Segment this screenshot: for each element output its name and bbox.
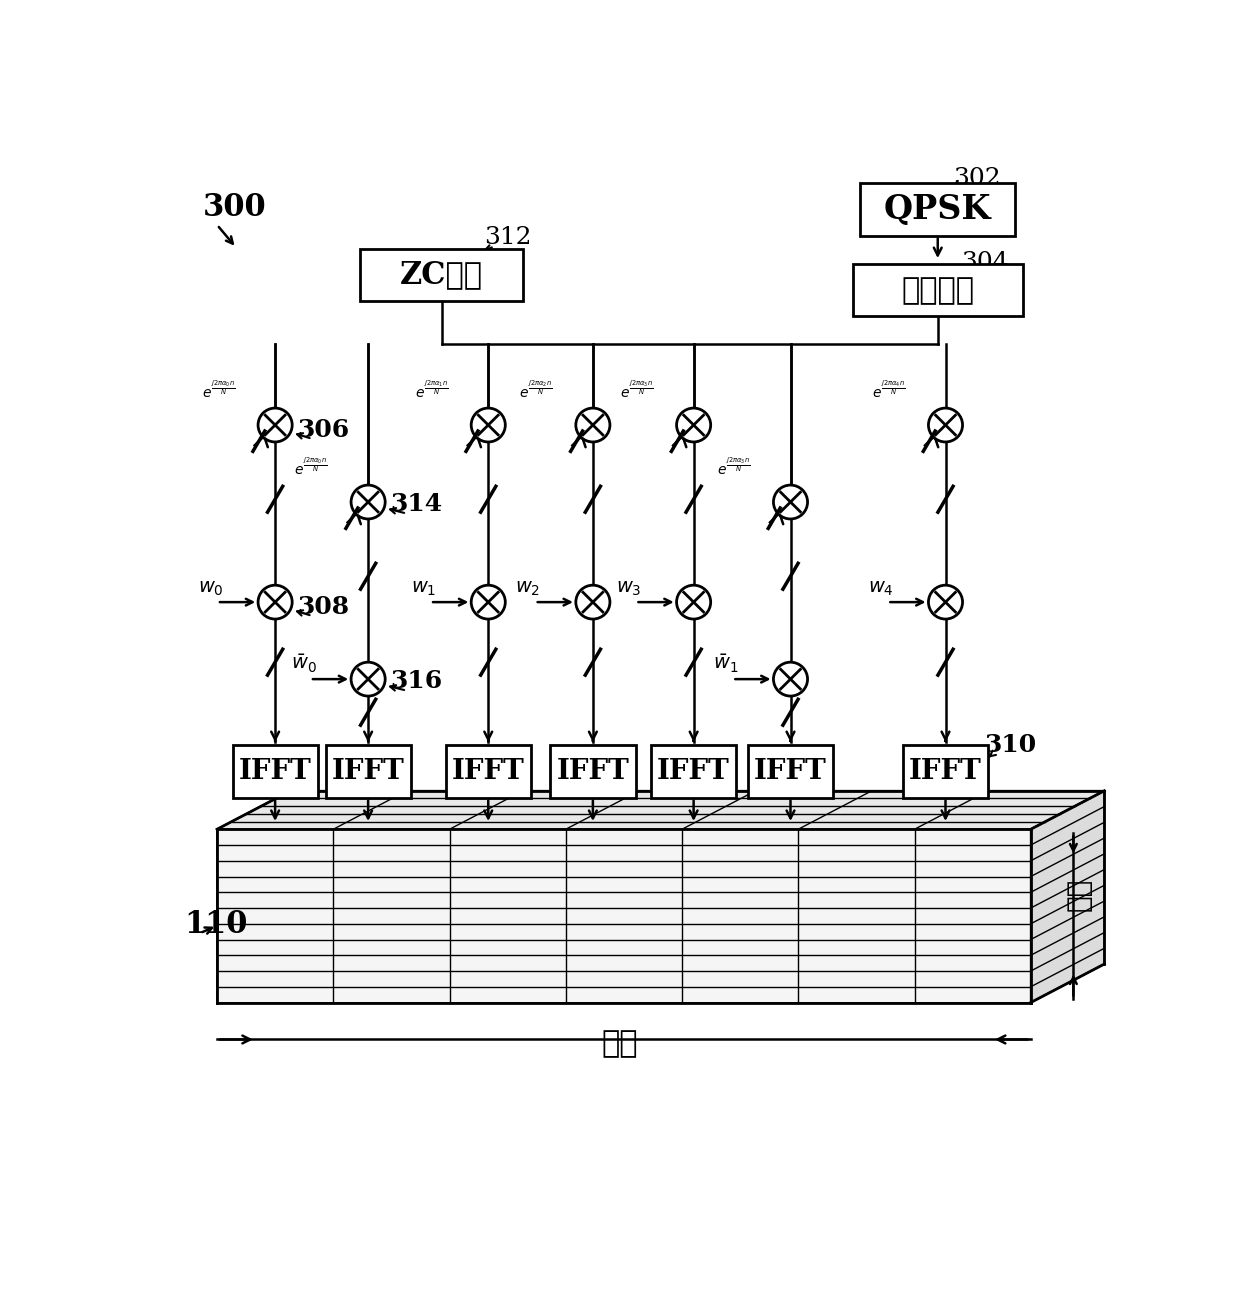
Text: QPSK: QPSK xyxy=(884,193,992,226)
Text: IFFT: IFFT xyxy=(332,758,404,785)
Polygon shape xyxy=(217,829,1030,1003)
Text: $\bar{w}_0$: $\bar{w}_0$ xyxy=(290,653,316,675)
FancyBboxPatch shape xyxy=(233,745,317,798)
Text: 306: 306 xyxy=(296,417,348,442)
FancyBboxPatch shape xyxy=(325,745,410,798)
Text: IFFT: IFFT xyxy=(909,758,982,785)
Text: IFFT: IFFT xyxy=(451,758,525,785)
Circle shape xyxy=(258,408,293,442)
Circle shape xyxy=(575,408,610,442)
Circle shape xyxy=(258,586,293,619)
Circle shape xyxy=(677,408,711,442)
Text: $e^{\frac{j2\pi\alpha_0 n}{N}}$: $e^{\frac{j2\pi\alpha_0 n}{N}}$ xyxy=(201,380,236,400)
Text: $w_2$: $w_2$ xyxy=(516,579,541,599)
Text: $e^{\frac{j2\pi\alpha_4 n}{N}}$: $e^{\frac{j2\pi\alpha_4 n}{N}}$ xyxy=(872,380,905,400)
Circle shape xyxy=(575,586,610,619)
Text: IFFT: IFFT xyxy=(657,758,730,785)
Text: IFFT: IFFT xyxy=(754,758,827,785)
FancyBboxPatch shape xyxy=(445,745,531,798)
Circle shape xyxy=(351,662,386,696)
Text: $w_4$: $w_4$ xyxy=(868,579,894,599)
Circle shape xyxy=(929,586,962,619)
Text: IFFT: IFFT xyxy=(239,758,311,785)
Circle shape xyxy=(677,586,711,619)
FancyBboxPatch shape xyxy=(748,745,833,798)
Text: 310: 310 xyxy=(985,734,1037,757)
Text: 304: 304 xyxy=(961,251,1008,275)
Text: $\bar{w}_1$: $\bar{w}_1$ xyxy=(713,653,739,675)
Text: 316: 316 xyxy=(389,669,441,693)
Text: $e^{\frac{j2\pi\alpha_0 n}{N}}$: $e^{\frac{j2\pi\alpha_0 n}{N}}$ xyxy=(295,457,329,478)
Text: $e^{\frac{j2\pi\alpha_2 n}{N}}$: $e^{\frac{j2\pi\alpha_2 n}{N}}$ xyxy=(520,380,553,400)
Circle shape xyxy=(929,408,962,442)
Circle shape xyxy=(774,662,807,696)
Polygon shape xyxy=(217,791,1105,829)
Text: $e^{\frac{j2\pi\alpha_3 n}{N}}$: $e^{\frac{j2\pi\alpha_3 n}{N}}$ xyxy=(717,457,750,478)
Text: IFFT: IFFT xyxy=(557,758,629,785)
FancyBboxPatch shape xyxy=(361,249,523,301)
Text: $e^{\frac{j2\pi\alpha_3 n}{N}}$: $e^{\frac{j2\pi\alpha_3 n}{N}}$ xyxy=(620,380,653,400)
Text: 302: 302 xyxy=(954,167,1001,189)
Circle shape xyxy=(471,586,506,619)
FancyBboxPatch shape xyxy=(551,745,635,798)
Text: 时隙: 时隙 xyxy=(601,1029,639,1060)
Text: $w_1$: $w_1$ xyxy=(410,579,436,599)
Circle shape xyxy=(471,408,506,442)
Text: 带宽: 带宽 xyxy=(1065,879,1092,911)
Text: 110: 110 xyxy=(185,910,248,940)
FancyBboxPatch shape xyxy=(903,745,988,798)
Text: 312: 312 xyxy=(485,226,532,249)
Text: ZC序列: ZC序列 xyxy=(401,259,484,290)
Text: 308: 308 xyxy=(296,595,348,618)
Polygon shape xyxy=(1030,791,1105,1003)
Circle shape xyxy=(774,485,807,518)
Circle shape xyxy=(351,485,386,518)
Text: $w_3$: $w_3$ xyxy=(616,579,641,599)
FancyBboxPatch shape xyxy=(853,264,1023,316)
FancyBboxPatch shape xyxy=(651,745,737,798)
Text: $w_0$: $w_0$ xyxy=(197,579,223,599)
Text: $e^{\frac{j2\pi\alpha_1 n}{N}}$: $e^{\frac{j2\pi\alpha_1 n}{N}}$ xyxy=(414,380,448,400)
Text: 300: 300 xyxy=(203,192,267,223)
FancyBboxPatch shape xyxy=(861,183,1016,236)
Text: 314: 314 xyxy=(389,492,441,516)
Text: 序列扩展: 序列扩展 xyxy=(901,275,975,306)
